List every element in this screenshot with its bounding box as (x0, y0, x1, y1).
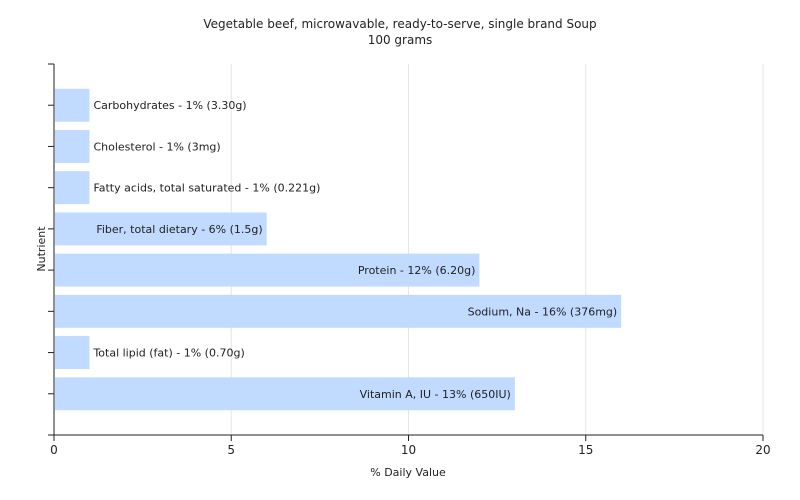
bar-label: Carbohydrates - 1% (3.30g) (93, 99, 246, 112)
bar (55, 88, 90, 122)
x-tick-label: 5 (227, 443, 235, 457)
bar (55, 253, 480, 287)
bar (55, 294, 622, 328)
y-axis-label: Nutrient (35, 226, 48, 272)
x-tick-label: 20 (755, 443, 770, 457)
bars: Carbohydrates - 1% (3.30g) Cholesterol - … (55, 88, 622, 411)
x-axis-label: % Daily Value (370, 466, 446, 479)
bar-label: Total lipid (fat) - 1% (0.70g) (92, 347, 244, 360)
x-tick-label: 15 (578, 443, 593, 457)
bar (55, 129, 90, 163)
bar (55, 377, 515, 411)
bar-label: Vitamin A, IU - 13% (650IU) (360, 388, 511, 401)
bar (55, 212, 267, 246)
bar (55, 336, 90, 370)
y-ticks (48, 63, 54, 436)
chart-subtitle: 100 grams (368, 33, 433, 47)
x-tick-label: 0 (50, 443, 58, 457)
chart-title: Vegetable beef, microwavable, ready-to-s… (203, 17, 596, 31)
gridlines (230, 64, 764, 435)
bar-label: Cholesterol - 1% (3mg) (93, 140, 220, 153)
x-tick-label: 10 (401, 443, 416, 457)
bar-label: Fiber, total dietary - 6% (1.5g) (96, 223, 262, 236)
x-ticks: 0 5 10 15 20 (50, 435, 771, 457)
bar-label: Sodium, Na - 16% (376mg) (468, 305, 618, 318)
bar-label: Fatty acids, total saturated - 1% (0.221… (93, 182, 320, 195)
bar-label: Protein - 12% (6.20g) (358, 264, 476, 277)
bar (55, 171, 90, 205)
